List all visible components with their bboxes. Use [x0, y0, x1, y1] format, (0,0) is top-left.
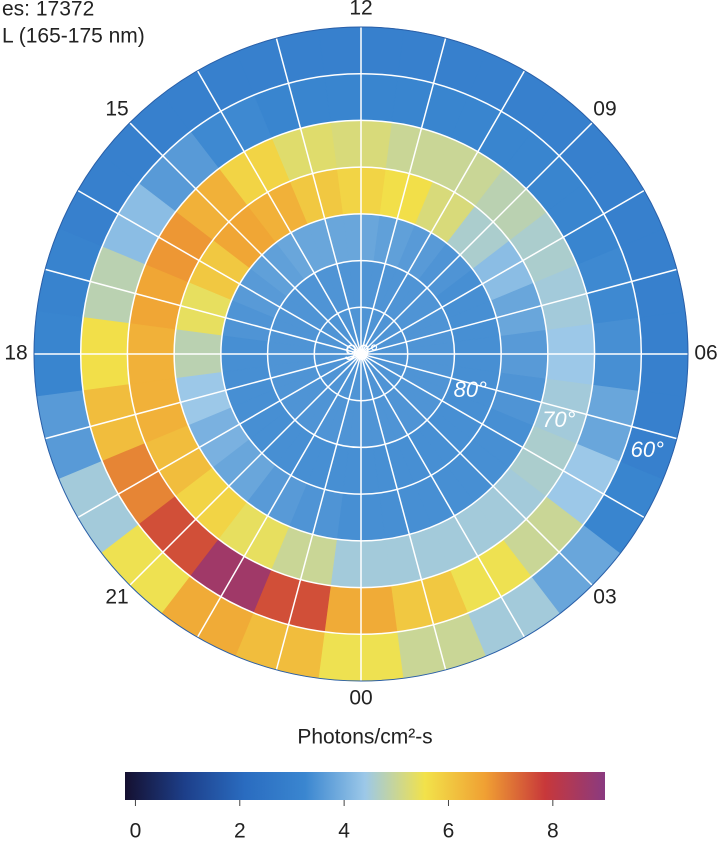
hour-label: 12: [349, 0, 372, 20]
colorbar-label: Photons/cm²-s: [297, 726, 432, 749]
hour-label: 15: [105, 98, 128, 121]
lat-label: 60°: [631, 437, 664, 462]
hour-label: 18: [4, 342, 27, 365]
hour-label: 03: [593, 585, 616, 608]
chart: es: 17372 L (165-175 nm) Photons/cm²-s 9…: [0, 0, 717, 848]
hour-label: 09: [593, 98, 616, 121]
hour-label: 21: [105, 585, 128, 608]
hour-label: 06: [694, 342, 717, 365]
colorbar-tick-label: 8: [547, 820, 559, 843]
hour-label: 00: [349, 687, 372, 710]
title-line: L (165-175 nm): [2, 25, 145, 48]
colorbar-tick-label: 4: [338, 820, 350, 843]
colorbar-tick-label: 2: [234, 820, 246, 843]
colorbar-tick-label: 0: [130, 820, 142, 843]
title-line: es: 17372: [2, 0, 94, 21]
colorbar: [125, 772, 605, 800]
colorbar-tick-label: 6: [443, 820, 455, 843]
